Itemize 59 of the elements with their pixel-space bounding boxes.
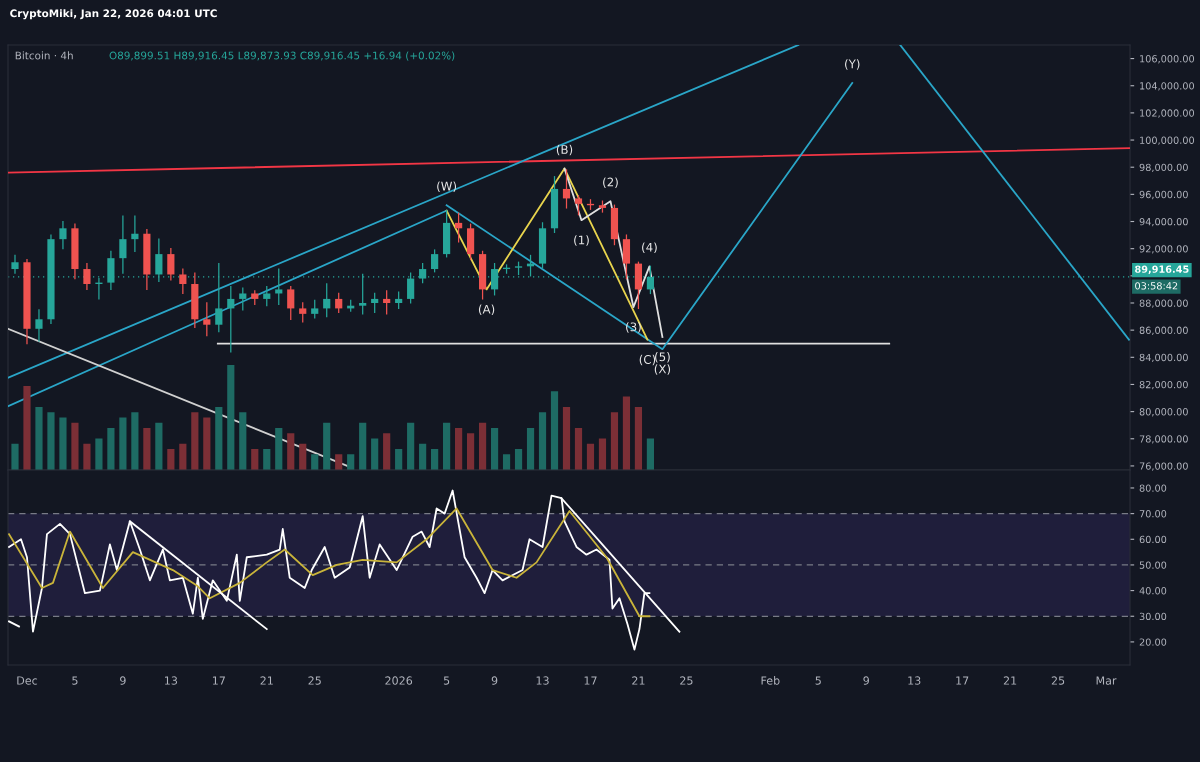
x-tick-label: 5 [443,676,450,685]
x-tick-label: 9 [120,676,126,685]
x-tick-label: 9 [863,676,869,685]
y-tick-label: 94,000.00 [1139,218,1188,227]
x-tick-label: 17 [956,676,969,685]
y-tick-label: 82,000.00 [1139,380,1188,390]
y-tick-label: 78,000.00 [1139,435,1188,444]
y-tick-label: 104,000.00 [1140,82,1195,91]
x-tick-label: 21 [260,676,273,685]
x-tick-label: 2026 [385,676,413,685]
ref-line-label: 89,916.45 [1135,265,1189,275]
x-tick-label: 17 [212,676,225,685]
y-tick-label: 88,000.00 [1139,299,1188,308]
y-tick-label: 102,000.00 [1140,109,1195,118]
y-tick-label: 96,000.00 [1139,190,1188,200]
y-tick-label: 100,000.00 [1140,136,1195,145]
y-tick-label: 40.00 [1139,587,1167,595]
x-tick-label: Mar [1096,676,1117,685]
y-tick-label: 80,000.00 [1139,408,1188,417]
y-tick-label: 60.00 [1139,535,1167,544]
x-tick-label: 5 [815,676,821,685]
y-tick-label: 70.00 [1139,510,1167,518]
y-tick-label: 20.00 [1139,638,1167,646]
annotation: (Y) [845,59,860,70]
y-tick-label: 30.00 [1139,612,1167,621]
y-tick-label: 86,000.00 [1139,326,1188,335]
annotation: (5) [655,352,670,363]
x-tick-label: 9 [491,676,498,685]
y-tick-label: 50.00 [1139,561,1167,569]
annotation: (B) [556,144,573,156]
annotation: (X) [654,364,671,375]
annotation: (1) [574,235,589,246]
text: CryptoMiki, Jan 22, 2026 04:01 UTC [10,9,217,20]
annotation: (C) [639,354,656,366]
y-tick-label: 76,000.00 [1139,462,1188,471]
x-tick-label: 13 [165,676,178,685]
x-tick-label: 25 [1051,676,1065,685]
y-tick-label: 98,000.00 [1139,163,1188,173]
x-tick-label: 21 [1003,676,1017,685]
x-tick-label: 21 [632,676,645,685]
annotation: (W) [437,181,457,192]
x-tick-label: Feb [761,676,780,685]
x-tick-label: 17 [584,676,597,685]
x-tick-label: 5 [72,676,78,685]
text: 03:58:42 [1135,282,1178,290]
x-tick-label: 13 [908,676,921,685]
x-tick-label: Dec [17,676,38,685]
annotation: (4) [642,242,657,254]
x-tick-label: 25 [308,676,321,685]
text: O89,899.51 H89,916.45 L89,873.93 C89,916.45 +16.94 (+0.02%) [109,51,455,61]
annotation: (A) [478,304,495,316]
x-tick-label: 25 [680,676,693,685]
annotation: (2) [603,177,618,188]
x-tick-label: 13 [536,676,549,685]
y-tick-label: 80.00 [1139,484,1167,492]
chart-title: Bitcoin · 4h [15,51,73,60]
y-tick-label: 106,000.00 [1140,55,1195,64]
y-tick-label: 84,000.00 [1139,353,1188,363]
y-tick-label: 92,000.00 [1139,245,1188,254]
